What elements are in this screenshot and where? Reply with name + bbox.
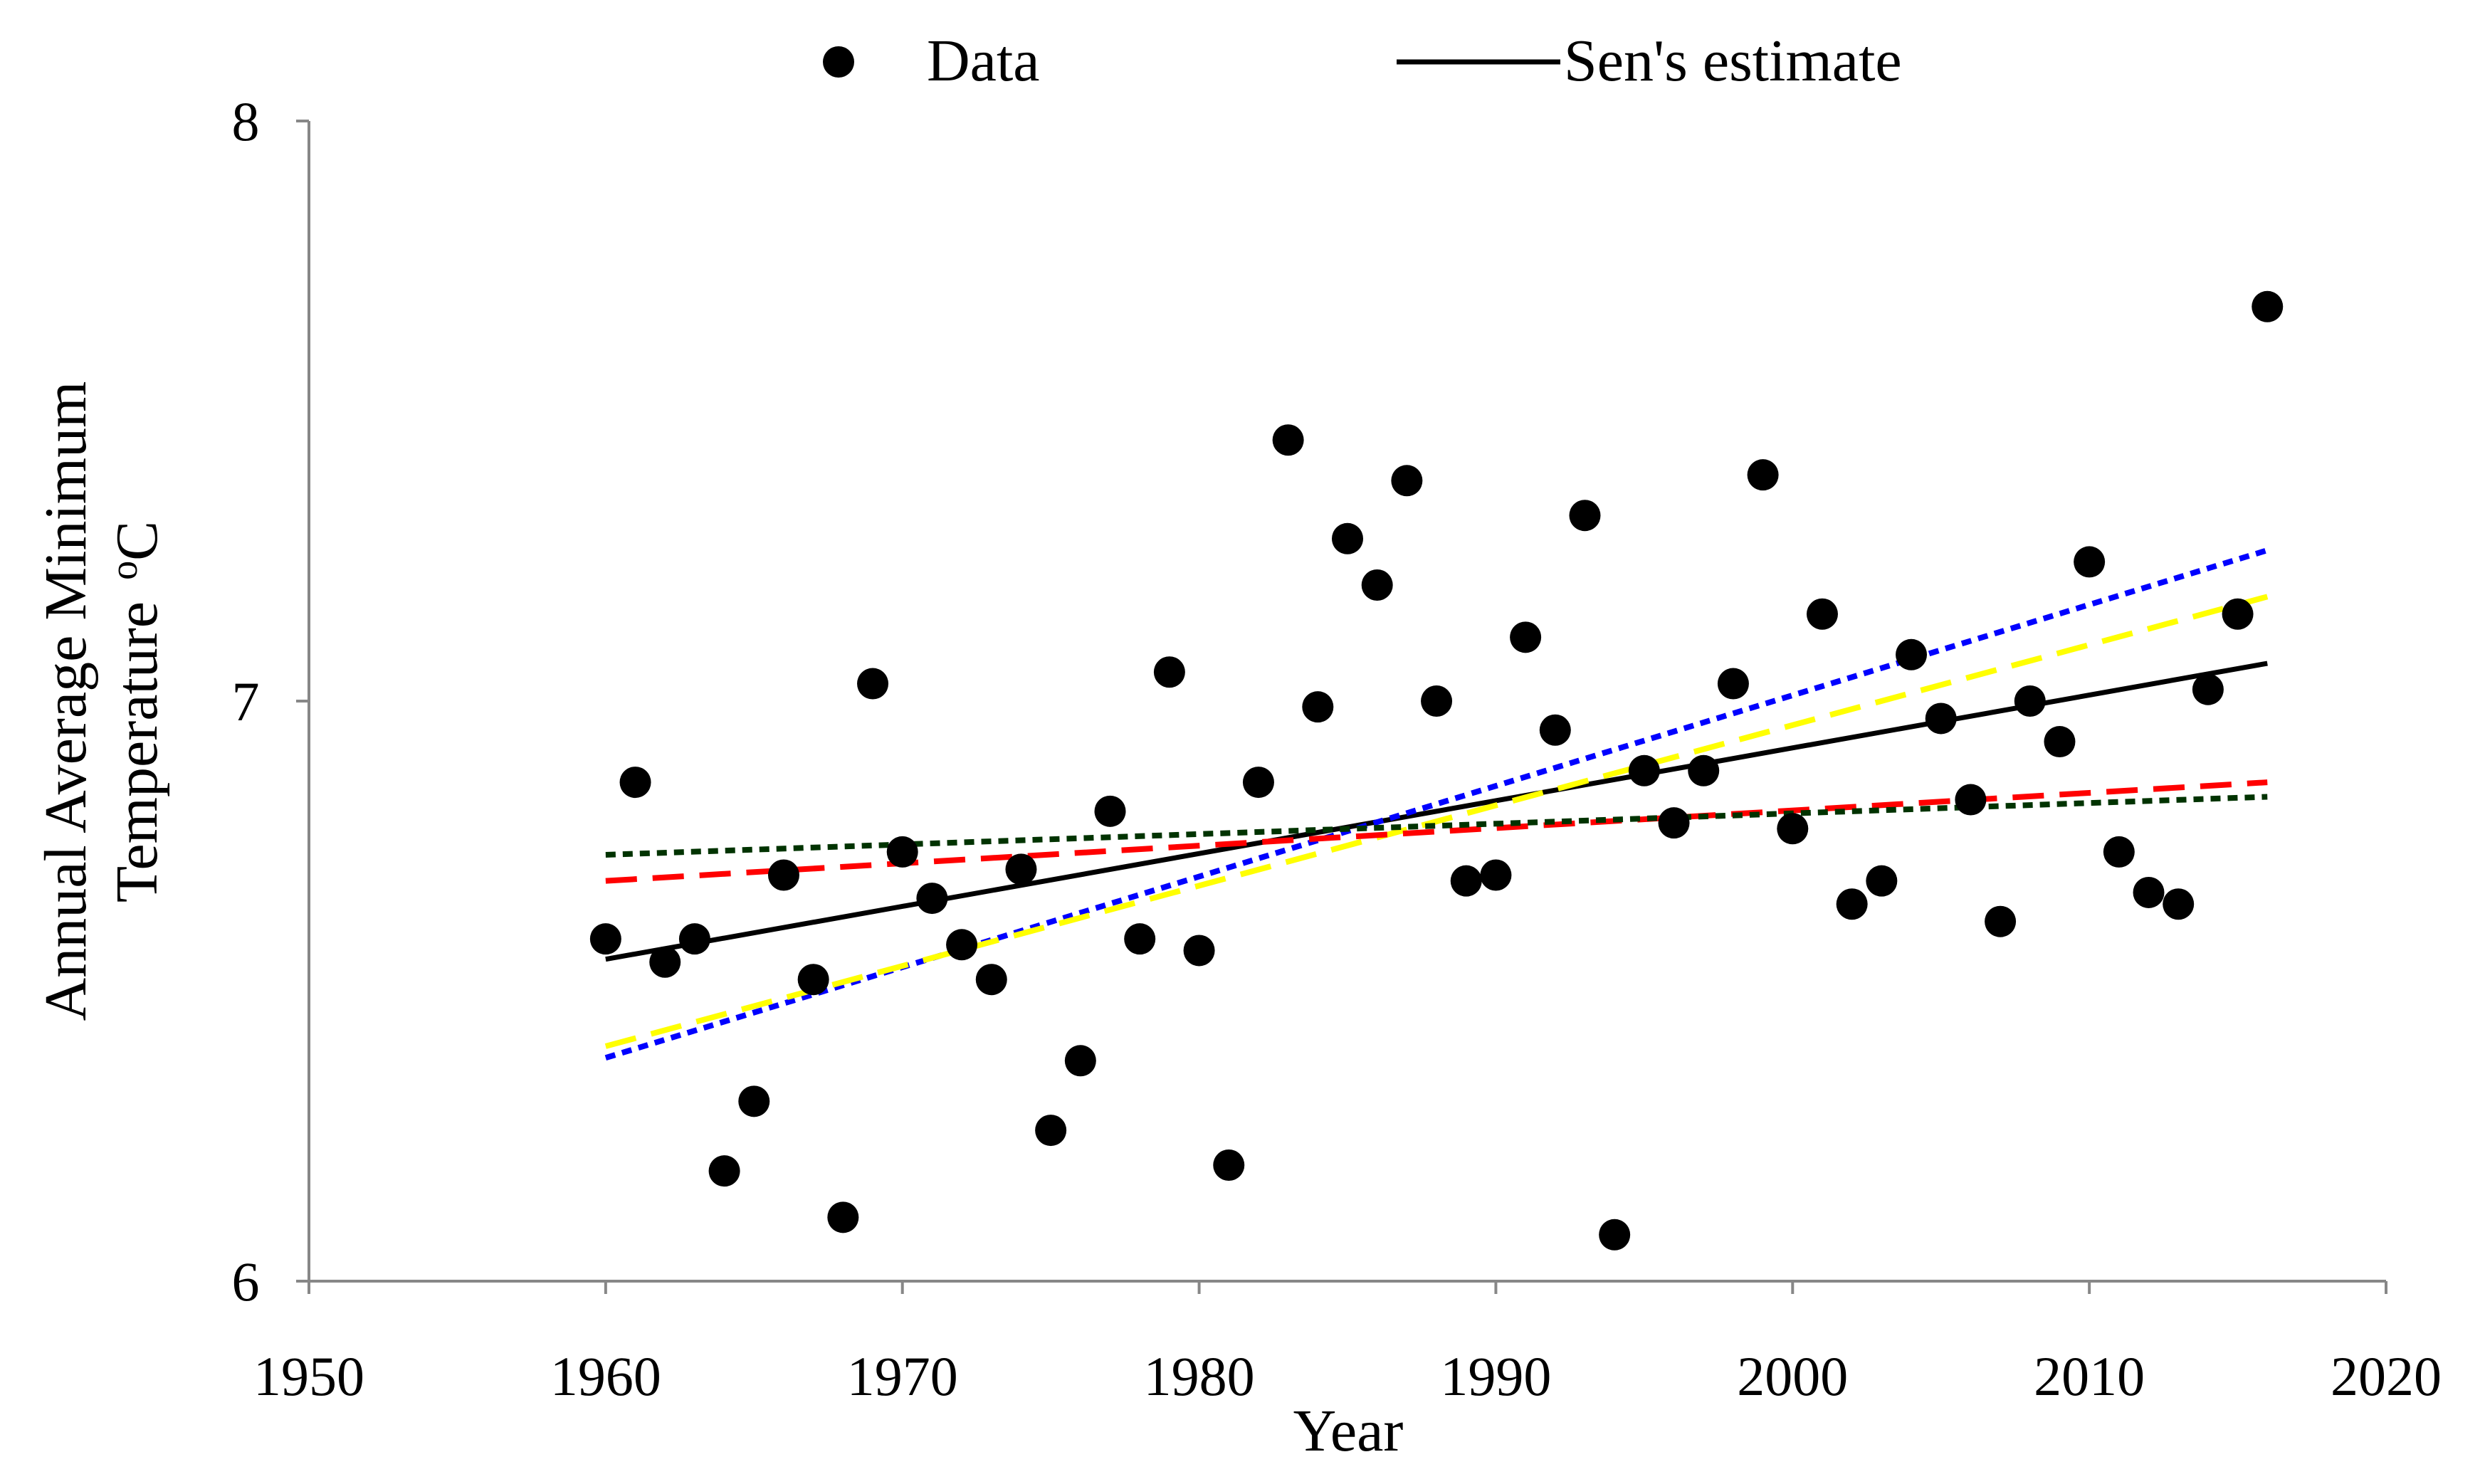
data-point-1979 [1153,656,1185,688]
data-point-1994 [1599,1219,1631,1251]
data-point-1969 [857,668,889,700]
data-point-1975 [1035,1115,1067,1147]
x-tick-label-1950: 1950 [253,1345,364,1407]
data-point-2002 [1836,888,1868,920]
x-axis-title: Year [1293,1398,1404,1464]
y-tick-label-8: 8 [232,90,260,152]
data-point-2014 [2192,673,2224,705]
data-point-1982 [1242,767,1274,799]
data-point-2009 [2044,726,2076,758]
data-point-1995 [1628,754,1660,786]
data-point-1968 [827,1201,859,1233]
y-tick-label-6: 6 [232,1251,260,1312]
y-axis-title: Annual Average Minimum Temperature oC [33,381,170,1021]
x-tick-label-2000: 2000 [1737,1345,1848,1407]
data-point-2003 [1866,865,1898,897]
data-point-2013 [2163,888,2195,920]
y-axis-ticks: 6 7 8 [232,90,309,1312]
legend-data-label: Data [927,28,1040,94]
data-point-1967 [797,964,829,996]
data-point-1980 [1183,935,1215,967]
data-point-1983 [1272,424,1304,456]
data-point-1978 [1124,923,1156,955]
trend-line-yellow-dashed [604,594,2269,1049]
data-point-1972 [946,929,978,961]
data-point-1984 [1302,691,1334,723]
data-point-1962 [649,946,681,978]
x-tick-label-2020: 2020 [2331,1345,2442,1407]
data-point-2015 [2222,598,2254,630]
y-axis-title-text: Temperature [104,601,170,902]
x-tick-label-1970: 1970 [847,1345,958,1407]
data-point-1977 [1094,795,1126,827]
data-point-1965 [738,1085,770,1117]
x-tick-label-1980: 1980 [1144,1345,1255,1407]
x-tick-label-2010: 2010 [2034,1345,2145,1407]
y-axis-title-unit: C [104,521,170,561]
data-point-1961 [619,767,651,799]
data-point-1964 [708,1155,740,1187]
trend-line-sen-s-estimate [605,661,2268,962]
data-point-1971 [916,883,948,915]
data-point-1988 [1421,685,1453,717]
data-point-1991 [1510,621,1542,653]
trend-line-red-dashed [605,779,2268,884]
data-point-1974 [1005,853,1037,885]
legend: Data Sen's estimate [823,28,1902,94]
data-points [589,290,2284,1251]
y-tick-label-7: 7 [232,670,260,732]
data-point-1960 [589,923,621,955]
data-point-1997 [1688,754,1720,786]
y-axis-title-line1: Annual Average Minimum [33,381,99,1021]
data-point-1985 [1332,522,1363,554]
y-axis-title-line2: Temperature oC [103,521,170,902]
data-point-1976 [1064,1045,1096,1077]
data-point-1990 [1480,859,1512,891]
data-point-2008 [2014,685,2046,717]
x-axis-ticks: 1950 1960 1970 1980 1990 2000 2010 2020 [253,1281,2442,1407]
data-point-2000 [1777,813,1809,845]
y-axis-title-degree: o [103,561,145,580]
axes [308,121,2386,1283]
data-point-2011 [2103,836,2135,868]
data-point-2016 [2252,290,2284,322]
data-point-1999 [1747,459,1779,491]
data-point-1993 [1569,500,1601,532]
data-point-1996 [1658,807,1690,839]
data-point-2001 [1806,598,1838,630]
data-point-1989 [1450,865,1482,897]
data-point-2007 [1985,905,2017,937]
data-point-2004 [1896,638,1928,670]
data-point-1998 [1717,668,1749,700]
x-tick-label-1960: 1960 [550,1345,661,1407]
data-point-1970 [886,836,918,868]
x-tick-label-1990: 1990 [1440,1345,1551,1407]
data-point-2010 [2074,546,2106,578]
legend-sens-label: Sen's estimate [1564,28,1902,94]
data-point-1992 [1539,714,1571,746]
data-point-1973 [975,964,1007,996]
data-point-2006 [1955,784,1987,816]
data-point-1981 [1213,1149,1245,1181]
data-point-1966 [767,859,799,891]
legend-data-marker [823,46,854,78]
data-point-1987 [1391,465,1423,497]
trend-line-dark-green-dotted [605,794,2268,858]
data-point-2012 [2133,876,2165,908]
data-point-1986 [1361,569,1393,601]
trend-lines [604,547,2269,1061]
data-point-2005 [1925,702,1957,735]
data-point-1963 [678,923,710,955]
